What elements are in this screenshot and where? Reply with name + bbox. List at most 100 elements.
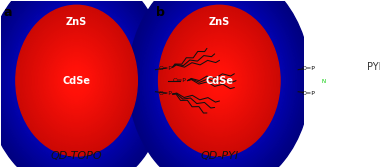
Ellipse shape xyxy=(158,4,281,157)
Ellipse shape xyxy=(203,60,236,101)
Ellipse shape xyxy=(39,34,114,128)
Ellipse shape xyxy=(65,66,89,96)
Ellipse shape xyxy=(37,32,116,130)
Ellipse shape xyxy=(33,26,120,135)
Ellipse shape xyxy=(49,47,104,115)
Ellipse shape xyxy=(0,0,154,168)
Polygon shape xyxy=(371,74,380,78)
Text: a: a xyxy=(4,6,12,19)
Text: PYI: PYI xyxy=(367,62,380,72)
Ellipse shape xyxy=(209,68,230,94)
Text: QD-TOPO: QD-TOPO xyxy=(51,151,103,161)
Ellipse shape xyxy=(196,52,242,109)
Text: O=P: O=P xyxy=(173,78,187,83)
Ellipse shape xyxy=(192,47,247,115)
Ellipse shape xyxy=(59,58,95,103)
Ellipse shape xyxy=(216,77,222,85)
Polygon shape xyxy=(356,74,371,78)
Ellipse shape xyxy=(0,0,161,168)
Ellipse shape xyxy=(28,20,125,141)
Ellipse shape xyxy=(210,69,228,92)
Ellipse shape xyxy=(19,9,134,152)
Ellipse shape xyxy=(158,5,280,156)
Ellipse shape xyxy=(31,24,122,137)
Ellipse shape xyxy=(169,18,269,143)
Ellipse shape xyxy=(177,28,262,133)
Ellipse shape xyxy=(149,0,290,168)
Ellipse shape xyxy=(0,0,156,168)
Ellipse shape xyxy=(171,20,268,141)
Ellipse shape xyxy=(42,37,111,124)
Ellipse shape xyxy=(163,11,276,150)
Ellipse shape xyxy=(51,49,102,113)
Ellipse shape xyxy=(146,0,292,168)
Ellipse shape xyxy=(133,0,306,168)
Ellipse shape xyxy=(0,0,163,168)
Ellipse shape xyxy=(69,71,84,90)
Polygon shape xyxy=(356,83,371,87)
Text: ZnS: ZnS xyxy=(66,17,87,27)
Ellipse shape xyxy=(6,0,147,168)
Ellipse shape xyxy=(213,73,225,88)
Ellipse shape xyxy=(165,13,274,149)
Ellipse shape xyxy=(43,39,110,122)
Text: N: N xyxy=(322,79,326,84)
Ellipse shape xyxy=(198,54,241,107)
Ellipse shape xyxy=(62,62,92,99)
Ellipse shape xyxy=(36,30,117,132)
Ellipse shape xyxy=(57,56,97,105)
Ellipse shape xyxy=(74,77,80,85)
Ellipse shape xyxy=(186,39,253,122)
Ellipse shape xyxy=(128,0,310,168)
Ellipse shape xyxy=(48,45,105,116)
Ellipse shape xyxy=(201,58,238,103)
Ellipse shape xyxy=(54,52,100,109)
Ellipse shape xyxy=(204,62,234,99)
Ellipse shape xyxy=(46,43,107,118)
Ellipse shape xyxy=(184,37,254,124)
Ellipse shape xyxy=(55,54,98,107)
Ellipse shape xyxy=(68,69,86,92)
Text: ZnS: ZnS xyxy=(209,17,230,27)
Ellipse shape xyxy=(212,71,227,90)
Ellipse shape xyxy=(27,18,127,143)
Polygon shape xyxy=(371,83,380,87)
Ellipse shape xyxy=(72,75,81,86)
Text: b: b xyxy=(155,6,165,19)
Ellipse shape xyxy=(160,7,279,154)
Ellipse shape xyxy=(34,28,119,133)
Ellipse shape xyxy=(13,2,140,160)
Text: QD-PYI: QD-PYI xyxy=(200,151,238,161)
Ellipse shape xyxy=(135,0,304,168)
Ellipse shape xyxy=(0,0,165,168)
Ellipse shape xyxy=(25,17,128,145)
Ellipse shape xyxy=(30,22,124,139)
Ellipse shape xyxy=(218,79,221,82)
Ellipse shape xyxy=(71,73,83,88)
Ellipse shape xyxy=(75,79,78,82)
Ellipse shape xyxy=(21,11,133,150)
Ellipse shape xyxy=(153,0,285,163)
Ellipse shape xyxy=(15,4,138,157)
Ellipse shape xyxy=(190,45,248,116)
Text: O=P: O=P xyxy=(302,66,316,71)
Ellipse shape xyxy=(40,35,113,126)
Ellipse shape xyxy=(137,0,301,168)
Ellipse shape xyxy=(130,0,308,168)
Ellipse shape xyxy=(151,0,288,165)
Ellipse shape xyxy=(215,75,224,86)
Ellipse shape xyxy=(63,64,90,98)
Text: O=P: O=P xyxy=(302,91,316,96)
Ellipse shape xyxy=(2,0,152,168)
Ellipse shape xyxy=(16,5,137,156)
Ellipse shape xyxy=(52,51,101,111)
Ellipse shape xyxy=(139,0,299,168)
Ellipse shape xyxy=(0,0,158,168)
Ellipse shape xyxy=(193,49,245,113)
Ellipse shape xyxy=(174,24,265,137)
Ellipse shape xyxy=(189,43,250,118)
Ellipse shape xyxy=(22,13,131,149)
Ellipse shape xyxy=(4,0,149,168)
Ellipse shape xyxy=(66,68,87,94)
Ellipse shape xyxy=(181,34,257,128)
